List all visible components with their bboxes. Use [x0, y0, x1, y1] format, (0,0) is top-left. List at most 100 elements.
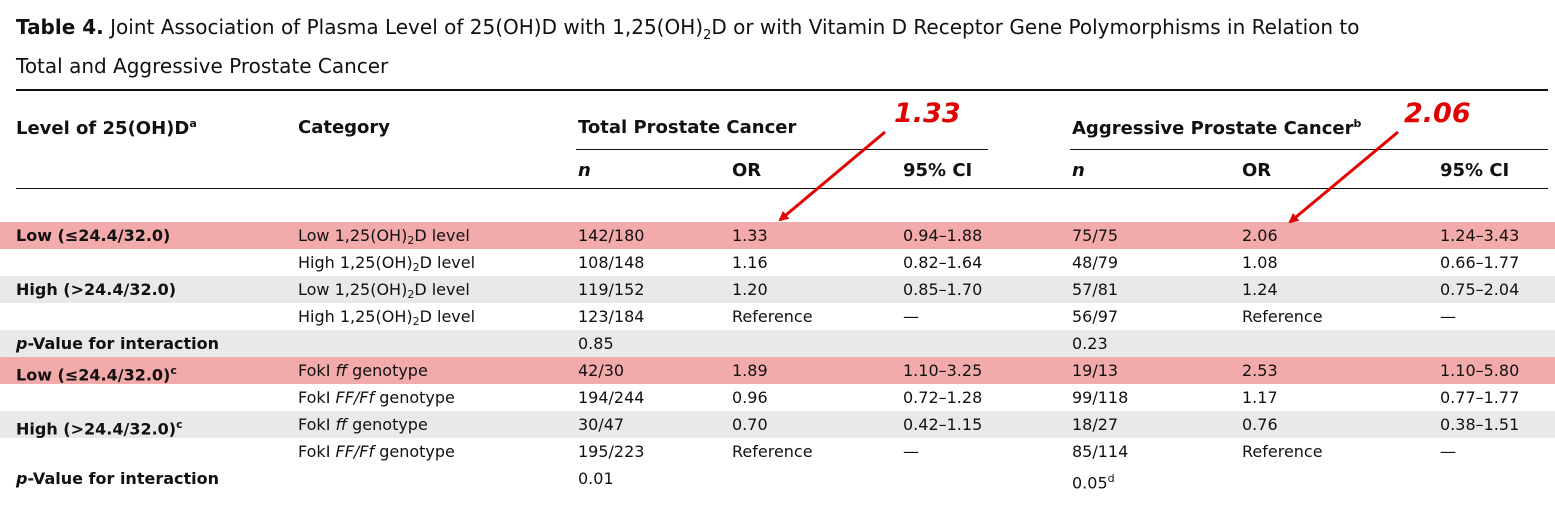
cell-total-n: 42/30 [578, 361, 625, 380]
cell-aggressive-n-value: 0.05 [1072, 473, 1108, 493]
cell-level-rest: -Value for interaction [27, 469, 220, 488]
cell-category-text: High 1,25(OH) [298, 253, 413, 272]
cell-aggressive-n: 18/27 [1072, 415, 1119, 434]
cell-category: FokI FF/Ff genotype [298, 384, 455, 411]
cell-level-footnote: c [170, 364, 177, 377]
cell-category-genotype: FF/Ff [335, 442, 375, 461]
table-row: High (>24.4/32.0) Low 1,25(OH)2D level 1… [0, 276, 1555, 303]
cell-category-suffix: D level [414, 280, 470, 299]
cell-category-genotype: ff [335, 361, 348, 380]
cell-total-ci: 0.82–1.64 [903, 253, 983, 272]
cell-total-ci: 0.94–1.88 [903, 226, 983, 245]
cell-level-p: p [16, 334, 28, 353]
caption-line-2: Total and Aggressive Prostate Cancer [16, 54, 389, 78]
cell-category: FokI ff genotype [298, 411, 428, 438]
cell-aggressive-ci: 0.38–1.51 [1440, 415, 1520, 434]
cell-total-or: Reference [732, 307, 813, 326]
table-row: Low (≤24.4/32.0) Low 1,25(OH)2D level 14… [0, 222, 1555, 249]
cell-total-or: 1.33 [732, 226, 768, 245]
cell-total-or: 0.70 [732, 415, 768, 434]
cell-level: High (>24.4/32.0)c [16, 411, 183, 438]
total-subheader-rule [576, 149, 988, 150]
caption-label: Table 4. [16, 15, 104, 39]
cell-aggressive-ci: 0.77–1.77 [1440, 388, 1520, 407]
cell-total-ci: — [903, 307, 919, 326]
table-row: FokI FF/Ff genotype 195/223 Reference — … [0, 438, 1555, 465]
cell-aggressive-n: 48/79 [1072, 253, 1119, 272]
header-total-ci: 95% CI [903, 160, 973, 181]
cell-aggressive-ci: 1.24–3.43 [1440, 226, 1520, 245]
cell-category-suffix: D level [419, 253, 476, 272]
cell-total-or: 0.96 [732, 388, 768, 407]
cell-aggressive-n: 0.05d [1072, 465, 1115, 492]
header-total-or: OR [732, 160, 762, 181]
cell-category-genotype: ff [335, 415, 348, 434]
table-row: High 1,25(OH)2D level 108/148 1.16 0.82–… [0, 249, 1555, 276]
header-aggressive-ci: 95% CI [1440, 160, 1510, 181]
caption-subscript: 2 [703, 28, 712, 43]
cell-level: p-Value for interaction [16, 465, 219, 492]
cell-aggressive-or: 1.08 [1242, 253, 1278, 272]
cell-category-suffix: genotype [347, 361, 428, 380]
cell-category-suffix: genotype [374, 388, 455, 407]
cell-category-suffix: genotype [347, 415, 428, 434]
cell-aggressive-n: 85/114 [1072, 442, 1129, 461]
cell-category-text: High 1,25(OH) [298, 307, 413, 326]
cell-total-or: 1.16 [732, 253, 768, 272]
cell-category-text: FokI [298, 388, 336, 407]
cell-aggressive-or: 0.76 [1242, 415, 1278, 434]
table-row: High 1,25(OH)2D level 123/184 Reference … [0, 303, 1555, 330]
header-aggressive-n: n [1072, 160, 1085, 181]
cell-total-ci: 0.85–1.70 [903, 280, 983, 299]
header-aggressive-footnote: b [1353, 117, 1362, 130]
cell-level-text: Low (≤24.4/32.0) [16, 365, 171, 385]
cell-aggressive-ci: — [1440, 442, 1456, 461]
cell-total-ci: — [903, 442, 919, 461]
cell-category-text: Low 1,25(OH) [298, 280, 408, 299]
cell-level: p-Value for interaction [16, 330, 219, 357]
cell-level-footnote: c [176, 418, 183, 431]
cell-aggressive-ci: — [1440, 307, 1456, 326]
cell-total-ci: 1.10–3.25 [903, 361, 983, 380]
caption-text: Joint Association of Plasma Level of 25(… [103, 15, 704, 39]
header-aggressive-or: OR [1242, 160, 1272, 181]
cell-category-subscript: 2 [412, 261, 420, 274]
table-row: FokI FF/Ff genotype 194/244 0.96 0.72–1.… [0, 384, 1555, 411]
cell-total-or: 1.89 [732, 361, 768, 380]
caption-line-1: Table 4. Joint Association of Plasma Lev… [16, 12, 1546, 51]
arrow-total-or [778, 130, 886, 222]
cell-aggressive-n: 99/118 [1072, 388, 1129, 407]
cell-aggressive-n: 0.23 [1072, 334, 1108, 353]
cell-level-text: High (>24.4/32.0) [16, 419, 177, 439]
cell-aggressive-n: 19/13 [1072, 361, 1119, 380]
cell-total-n: 0.85 [578, 334, 614, 353]
cell-category-subscript: 2 [407, 288, 415, 301]
cell-total-or: Reference [732, 442, 813, 461]
cell-category-suffix: genotype [374, 442, 455, 461]
cell-aggressive-or: Reference [1242, 307, 1323, 326]
cell-category-text: Low 1,25(OH) [298, 226, 408, 245]
header-aggressive-cancer: Aggressive Prostate Cancerb [1072, 117, 1361, 139]
table-caption: Table 4. Joint Association of Plasma Lev… [16, 12, 1546, 81]
table-row: p-Value for interaction 0.01 0.05d [0, 465, 1555, 492]
cell-total-n: 194/244 [578, 388, 645, 407]
cell-aggressive-n: 56/97 [1072, 307, 1119, 326]
cell-aggressive-n-footnote: d [1107, 472, 1115, 485]
cell-category-text: FokI [298, 415, 336, 434]
cell-total-n: 119/152 [578, 280, 645, 299]
cell-category-subscript: 2 [407, 234, 415, 247]
cell-category-text: FokI [298, 442, 336, 461]
cell-category-text: FokI [298, 361, 336, 380]
cell-level-p: p [16, 469, 28, 488]
cell-category: High 1,25(OH)2D level [298, 303, 475, 330]
header-bottom-rule [16, 188, 1548, 189]
cell-level: High (>24.4/32.0) [16, 280, 177, 299]
header-level-text: Level of 25(OH)D [16, 118, 190, 139]
cell-aggressive-or: 2.53 [1242, 361, 1278, 380]
cell-category: FokI ff genotype [298, 357, 428, 384]
header-level-footnote: a [189, 117, 197, 130]
cell-total-n: 195/223 [578, 442, 645, 461]
header-total-n: n [578, 160, 591, 181]
table-row: Low (≤24.4/32.0)c FokI ff genotype 42/30… [0, 357, 1555, 384]
top-rule [16, 89, 1548, 91]
